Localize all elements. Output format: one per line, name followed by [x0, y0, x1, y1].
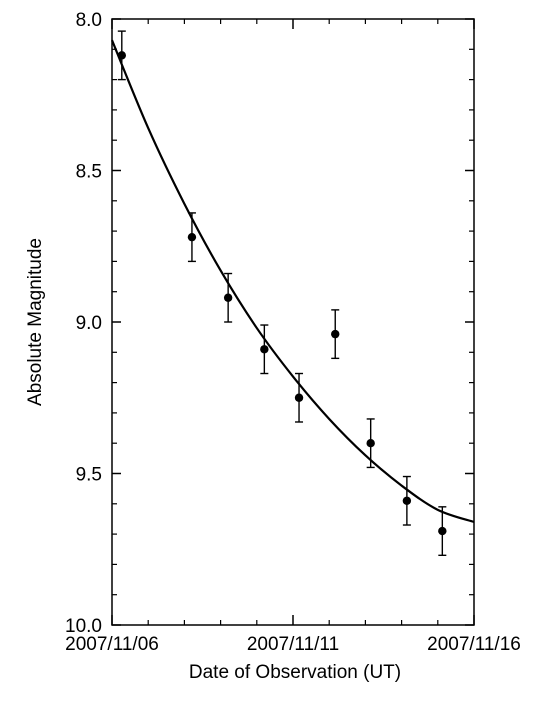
x-axis: 2007/11/06 2007/11/11 2007/11/16 — [65, 19, 521, 655]
data-point — [260, 345, 269, 354]
error-bars — [117, 30, 447, 557]
y-tick-label: 9.5 — [76, 465, 102, 486]
y-axis-label: Absolute Magnitude — [25, 238, 46, 406]
fit-curve — [110, 39, 475, 524]
y-tick-label: 8.5 — [76, 162, 102, 183]
data-point — [294, 393, 304, 402]
data-point — [366, 439, 375, 448]
y-axis: 8.0 8.5 9.0 9.5 10.0 — [65, 10, 474, 637]
x-tick-label: 2007/11/16 — [427, 634, 521, 655]
data-point — [402, 496, 412, 505]
data-point — [117, 51, 127, 60]
plot-frame — [111, 18, 475, 626]
y-tick-label: 9.0 — [76, 313, 102, 334]
data-point — [331, 329, 340, 339]
data-points — [117, 51, 447, 536]
data-point — [223, 293, 233, 302]
x-tick-label: 2007/11/11 — [247, 634, 339, 655]
data-point — [187, 232, 197, 242]
y-tick-label: 8.0 — [76, 10, 102, 31]
x-axis-label: Date of Observation (UT) — [189, 662, 401, 683]
y-tick-label: 10.0 — [65, 616, 102, 637]
data-point — [438, 526, 447, 536]
x-tick-label: 2007/11/06 — [65, 634, 159, 655]
